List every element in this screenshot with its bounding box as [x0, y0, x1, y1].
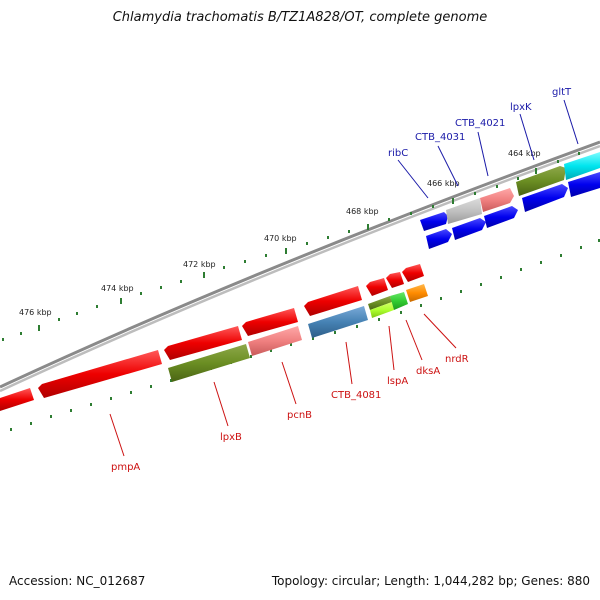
forward-labels: ribC CTB_4031 CTB_4021 lpxK gltT [388, 87, 572, 159]
tick-label-474: 474 kbp [101, 284, 134, 293]
label-CTB_4031: CTB_4031 [415, 132, 465, 143]
gene-fwd-c[interactable] [484, 206, 518, 228]
gene-rev-b[interactable] [164, 326, 242, 360]
label-gltT: gltT [552, 87, 572, 98]
map-title: Chlamydia trachomatis B/TZ1A828/OT, comp… [112, 10, 488, 25]
leader-pmpA [109, 413, 125, 457]
scale-outer [2, 152, 580, 341]
leader-ribC [397, 159, 429, 199]
tick-label-470: 470 kbp [264, 234, 297, 243]
gene-gltT[interactable] [564, 152, 600, 180]
tick-label-464: 464 kbp [508, 149, 541, 158]
accession-text: Accession: NC_012687 [9, 574, 146, 588]
reverse-leaders [109, 313, 457, 457]
forward-leaders [397, 99, 579, 199]
label-CTB_4081: CTB_4081 [331, 390, 381, 401]
gene-rev-f[interactable] [386, 272, 404, 288]
gene-dksA[interactable] [390, 292, 408, 310]
tick-label-476: 476 kbp [19, 308, 52, 317]
gene-CTB_4031[interactable] [446, 198, 482, 224]
leader-pcnB [281, 361, 297, 405]
leader-gltT [563, 99, 579, 145]
gene-rev-left[interactable] [0, 388, 34, 411]
reverse-genes [0, 264, 424, 411]
label-ribC: ribC [388, 148, 408, 159]
gene-rev-d[interactable] [304, 286, 362, 316]
tick-label-466: 466 kbp [427, 179, 460, 188]
gene-ribC[interactable] [420, 212, 448, 231]
leader-lpxK [519, 113, 535, 161]
label-lpxB: lpxB [220, 432, 242, 443]
tick-label-472: 472 kbp [183, 260, 216, 269]
backbone-shadow [0, 144, 600, 393]
gene-pmpA[interactable] [38, 350, 162, 398]
gene-pcnB[interactable] [248, 326, 302, 356]
leader-dksA [405, 319, 423, 361]
leader-lpxB [213, 381, 229, 427]
leader-CTB_4021 [477, 131, 489, 177]
leader-nrdR [423, 313, 457, 349]
label-pcnB: pcnB [287, 410, 312, 421]
gene-rev-g[interactable] [402, 264, 424, 282]
scale-inner [10, 239, 600, 431]
gene-lspA-b[interactable] [370, 302, 394, 318]
reverse-genes-row2 [168, 284, 428, 382]
gene-CTB_4021[interactable] [480, 188, 514, 212]
gene-lspA[interactable] [368, 296, 392, 310]
label-dksA: dksA [416, 366, 440, 377]
gene-CTB_4081[interactable] [308, 306, 368, 338]
genome-summary-text: Topology: circular; Length: 1,044,282 bp… [271, 574, 590, 588]
gene-fwd-a[interactable] [426, 229, 452, 249]
backbone [0, 140, 600, 389]
tick-label-468: 468 kbp [346, 207, 379, 216]
label-pmpA: pmpA [111, 462, 140, 473]
gene-rev-e[interactable] [366, 278, 388, 296]
label-lspA: lspA [387, 376, 408, 387]
gene-lpxK[interactable] [516, 166, 566, 196]
gene-nrdR[interactable] [406, 284, 428, 302]
forward-genes [420, 152, 600, 231]
gene-fwd-d[interactable] [522, 184, 568, 212]
leader-lspA [388, 325, 395, 371]
label-lpxK: lpxK [510, 102, 532, 113]
gene-rev-c[interactable] [242, 308, 298, 336]
leader-CTB_4081 [345, 341, 353, 385]
label-nrdR: nrdR [445, 354, 469, 365]
gene-fwd-e[interactable] [568, 172, 600, 197]
forward-genes-row2 [426, 172, 600, 249]
label-CTB_4021: CTB_4021 [455, 118, 505, 129]
gene-fwd-b[interactable] [452, 218, 486, 240]
gene-lpxB[interactable] [168, 344, 250, 382]
leader-CTB_4031 [437, 145, 459, 187]
reverse-labels: pmpA lpxB pcnB CTB_4081 lspA dksA nrdR [111, 354, 469, 473]
